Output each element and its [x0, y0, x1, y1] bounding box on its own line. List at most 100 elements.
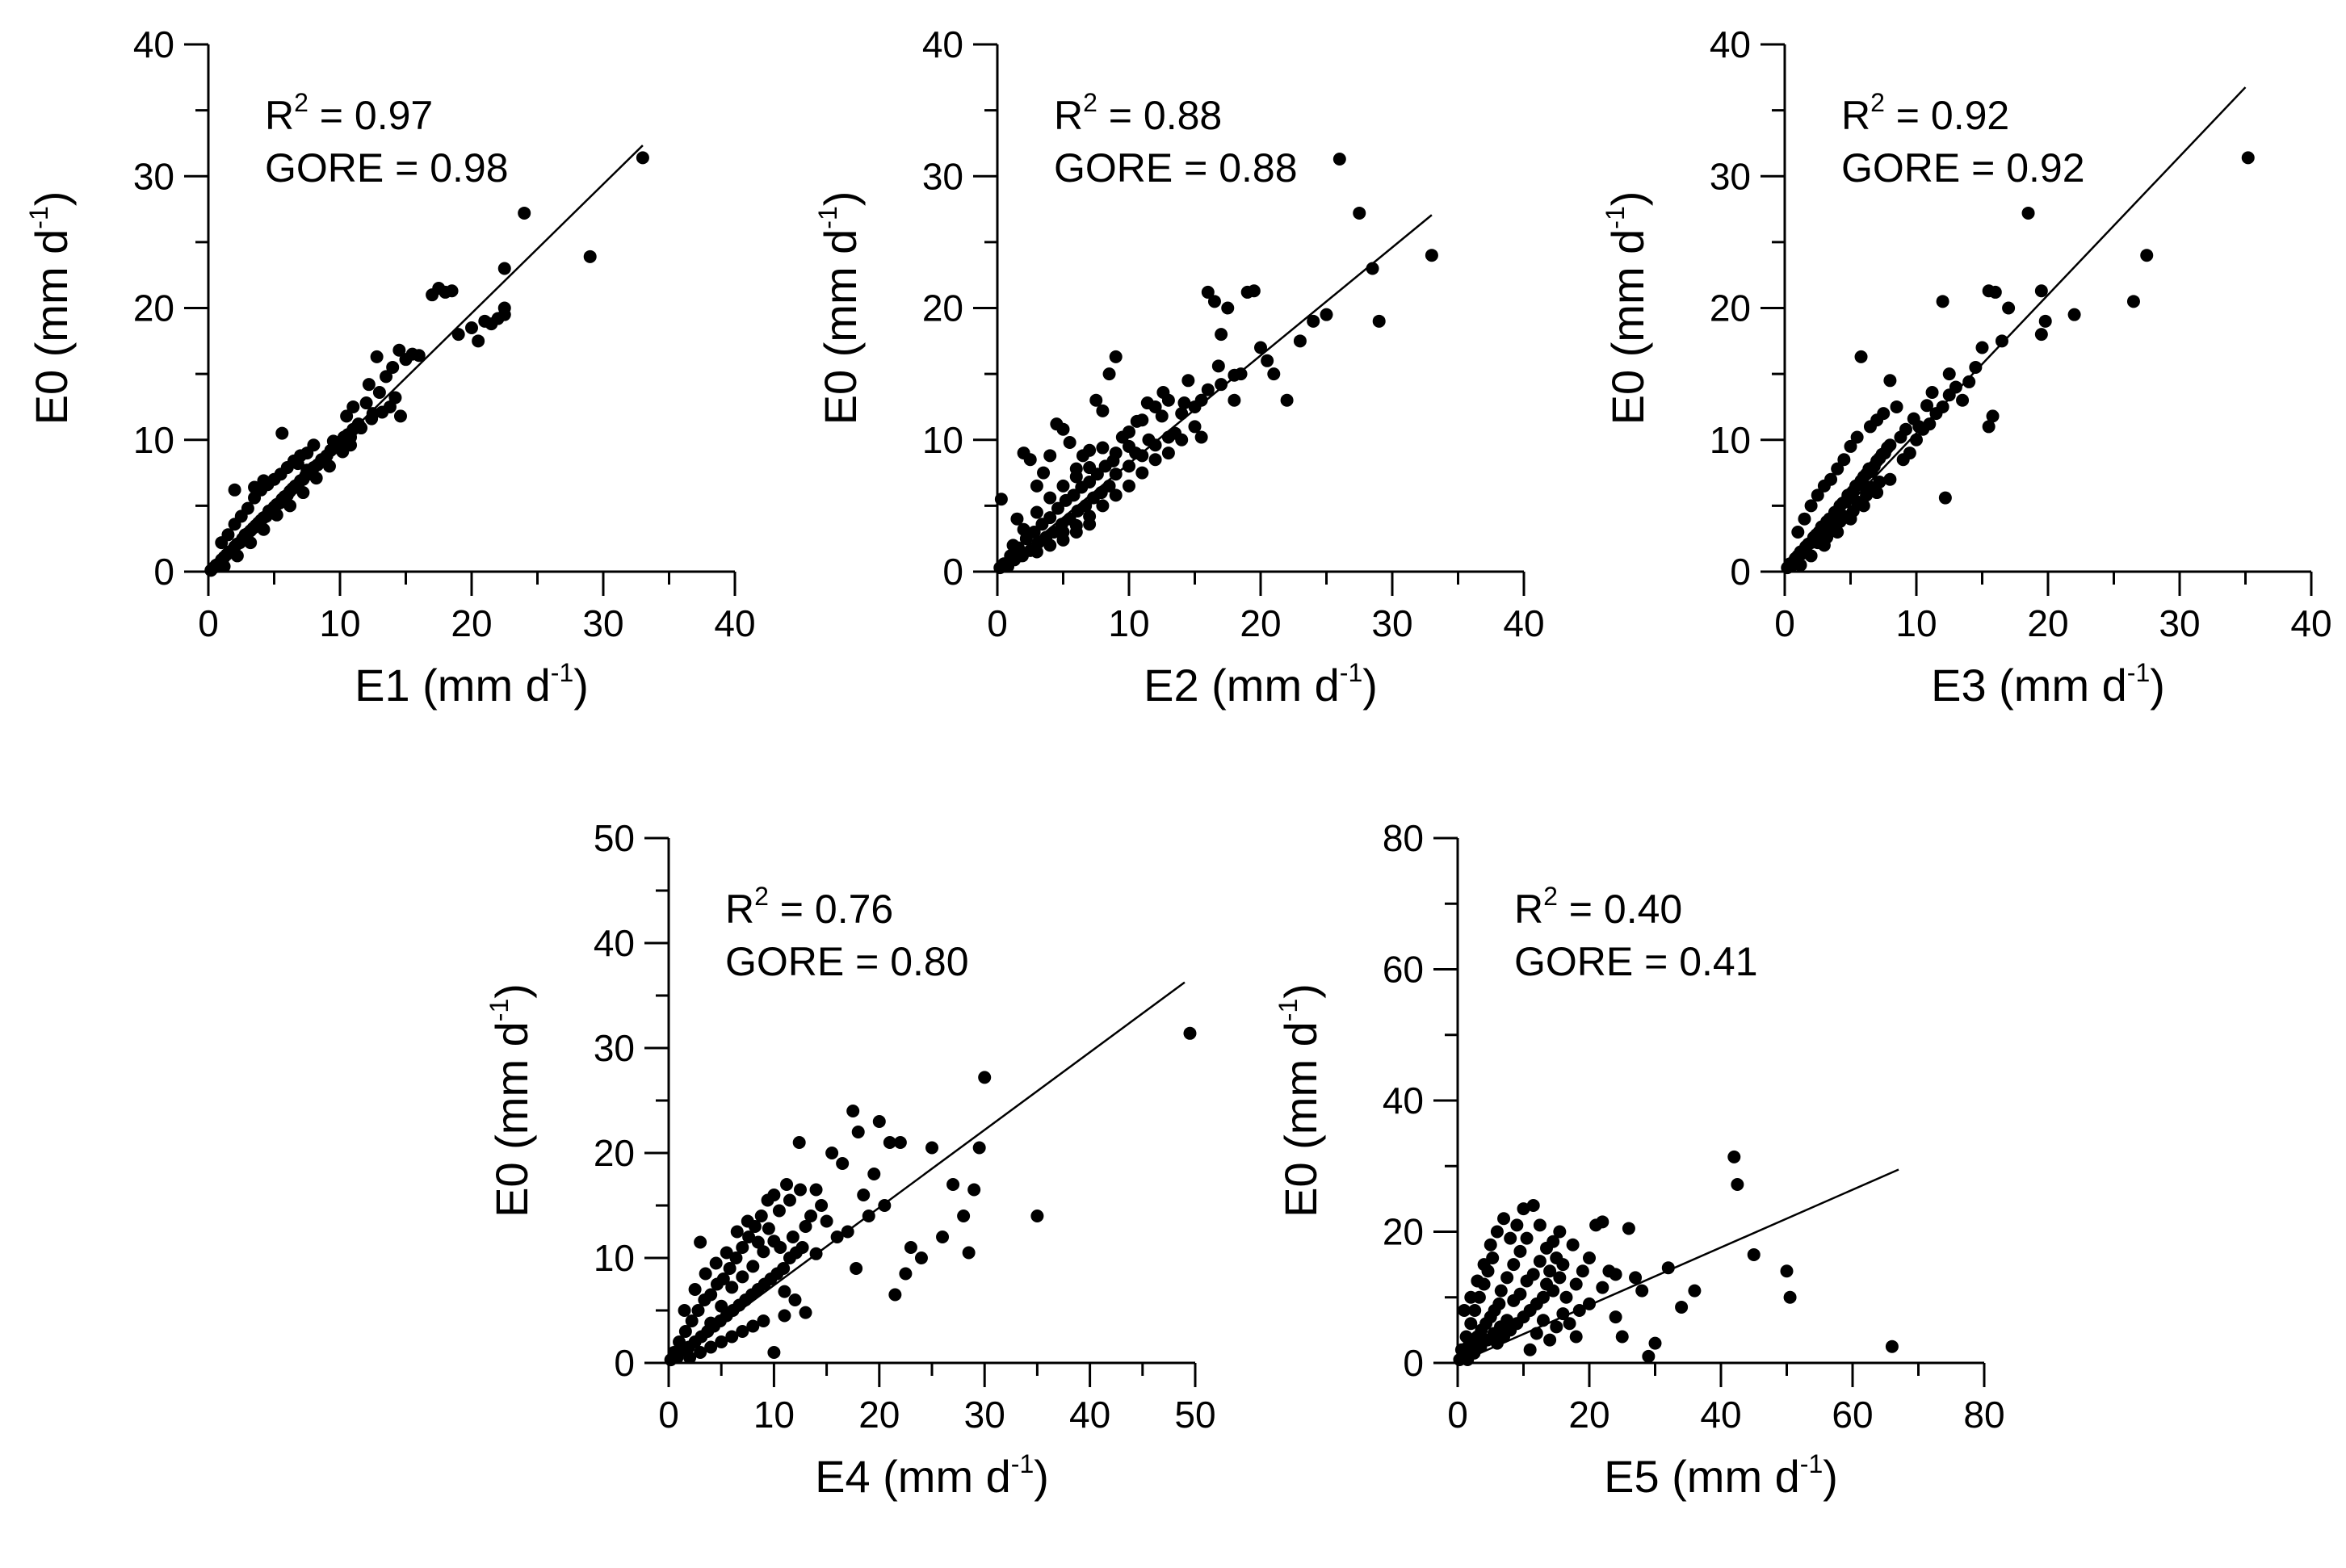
data-point: [1332, 153, 1346, 166]
data-point: [715, 1299, 728, 1313]
data-point: [1056, 422, 1070, 436]
data-point: [1804, 499, 1818, 513]
data-point: [1083, 461, 1097, 475]
data-point: [723, 1262, 737, 1275]
x-tick-label: 0: [987, 602, 1008, 644]
data-point: [1307, 314, 1320, 328]
data-point: [994, 493, 1008, 506]
data-point: [1215, 328, 1228, 342]
data-point: [359, 396, 373, 410]
data-point: [1526, 1199, 1540, 1212]
data-point: [340, 409, 354, 423]
x-tick-label: 10: [1108, 602, 1149, 644]
data-point: [1550, 1320, 1563, 1334]
data-point: [1069, 526, 1083, 539]
data-point: [1047, 526, 1061, 539]
data-point: [1572, 1304, 1586, 1317]
data-point: [1471, 1274, 1484, 1288]
data-point: [1547, 1284, 1560, 1298]
data-point: [1863, 480, 1877, 494]
panel-5: 0 20 40 60 80 0 20 40 60 80 E5 (mm d-1) E0 (mm d-1)…: [1274, 817, 2005, 1502]
gore-label: GORE = 0.80: [725, 939, 969, 984]
data-point: [694, 1235, 707, 1249]
data-point: [1109, 350, 1123, 363]
data-point: [820, 1214, 833, 1228]
data-point: [683, 1351, 697, 1365]
data-point: [1569, 1330, 1583, 1344]
data-point: [291, 457, 304, 471]
data-point: [372, 385, 386, 399]
data-point: [1553, 1271, 1567, 1285]
data-point: [1642, 1349, 1656, 1363]
x-tick-label: 0: [658, 1394, 679, 1436]
data-point: [248, 480, 262, 494]
data-point: [1293, 334, 1307, 348]
data-point: [518, 206, 531, 220]
data-point: [1221, 301, 1235, 315]
y-tick-label: 20: [133, 287, 174, 329]
data-point: [283, 499, 297, 513]
data-point: [1089, 393, 1103, 407]
data-point: [1907, 412, 1920, 426]
data-point: [736, 1270, 749, 1284]
data-point: [1942, 367, 1956, 381]
data-point: [1837, 453, 1851, 467]
data-point: [1056, 479, 1070, 493]
data-point: [1883, 374, 1897, 388]
data-point: [376, 405, 389, 419]
data-point: [1353, 206, 1366, 220]
data-point: [1877, 407, 1891, 421]
data-point: [1207, 295, 1221, 308]
data-point: [746, 1260, 760, 1273]
x-tick-label: 20: [1568, 1394, 1609, 1436]
data-point: [1123, 425, 1135, 438]
data-point: [788, 1293, 802, 1306]
y-tick-label: 10: [594, 1237, 635, 1279]
y-tick-label: 20: [594, 1132, 635, 1174]
data-point: [1175, 407, 1189, 421]
data-point: [1096, 441, 1110, 455]
y-axis-label: E0 (mm d-1): [1274, 983, 1326, 1218]
data-point: [1069, 470, 1083, 484]
data-point: [1096, 404, 1110, 417]
data-point: [1569, 1277, 1583, 1291]
x-tick-label: 60: [1832, 1394, 1873, 1436]
data-point: [1894, 430, 1907, 444]
data-point: [1890, 400, 1903, 413]
data-point: [1526, 1268, 1540, 1281]
data-point: [296, 486, 310, 500]
data-point: [1492, 1297, 1506, 1310]
data-point: [1188, 420, 1202, 434]
data-point: [636, 151, 649, 165]
data-point: [1067, 488, 1081, 502]
data-point: [704, 1316, 718, 1330]
y-tick-label: 80: [1383, 817, 1424, 859]
data-point: [1556, 1307, 1570, 1321]
data-point: [2021, 206, 2035, 220]
data-point: [1261, 354, 1274, 367]
data-point: [1949, 380, 1962, 394]
data-point: [309, 472, 323, 485]
data-point: [1211, 359, 1225, 373]
data-point: [2002, 301, 2016, 315]
data-point: [851, 1126, 865, 1138]
data-point: [899, 1267, 913, 1281]
data-point: [967, 1183, 981, 1197]
data-point: [1903, 447, 1916, 460]
y-tick-label: 60: [1383, 949, 1424, 991]
data-point: [322, 459, 336, 473]
data-point: [1030, 545, 1043, 559]
data-point: [792, 1136, 806, 1149]
data-point: [1731, 1178, 1744, 1191]
data-point: [1504, 1231, 1517, 1245]
data-point: [1609, 1310, 1622, 1324]
data-point: [678, 1325, 692, 1338]
x-axis-label: E5 (mm d-1): [1604, 1449, 1838, 1502]
data-point: [778, 1309, 791, 1323]
regression-line: [1457, 1168, 1899, 1365]
data-point: [825, 1147, 839, 1159]
data-point: [1969, 360, 1983, 374]
data-point: [2034, 284, 2048, 298]
data-point: [867, 1168, 881, 1180]
data-point: [451, 328, 465, 342]
